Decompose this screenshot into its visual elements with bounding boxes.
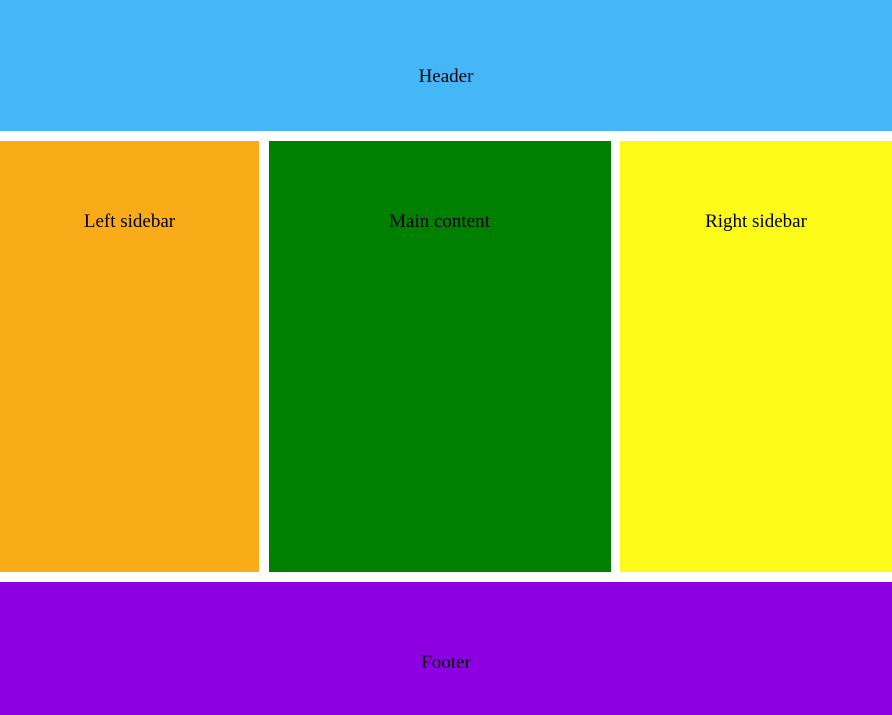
main-content-label: Main content — [389, 211, 490, 232]
footer-region: Footer — [0, 582, 892, 715]
footer-label: Footer — [421, 652, 471, 673]
right-sidebar-region: Right sidebar — [620, 141, 892, 572]
left-sidebar-region: Left sidebar — [0, 141, 259, 572]
main-content-region: Main content — [268, 141, 611, 572]
header-label: Header — [418, 66, 474, 87]
left-sidebar-label: Left sidebar — [83, 211, 176, 232]
right-sidebar-label: Right sidebar — [705, 211, 807, 232]
header-region: Header — [0, 0, 892, 131]
